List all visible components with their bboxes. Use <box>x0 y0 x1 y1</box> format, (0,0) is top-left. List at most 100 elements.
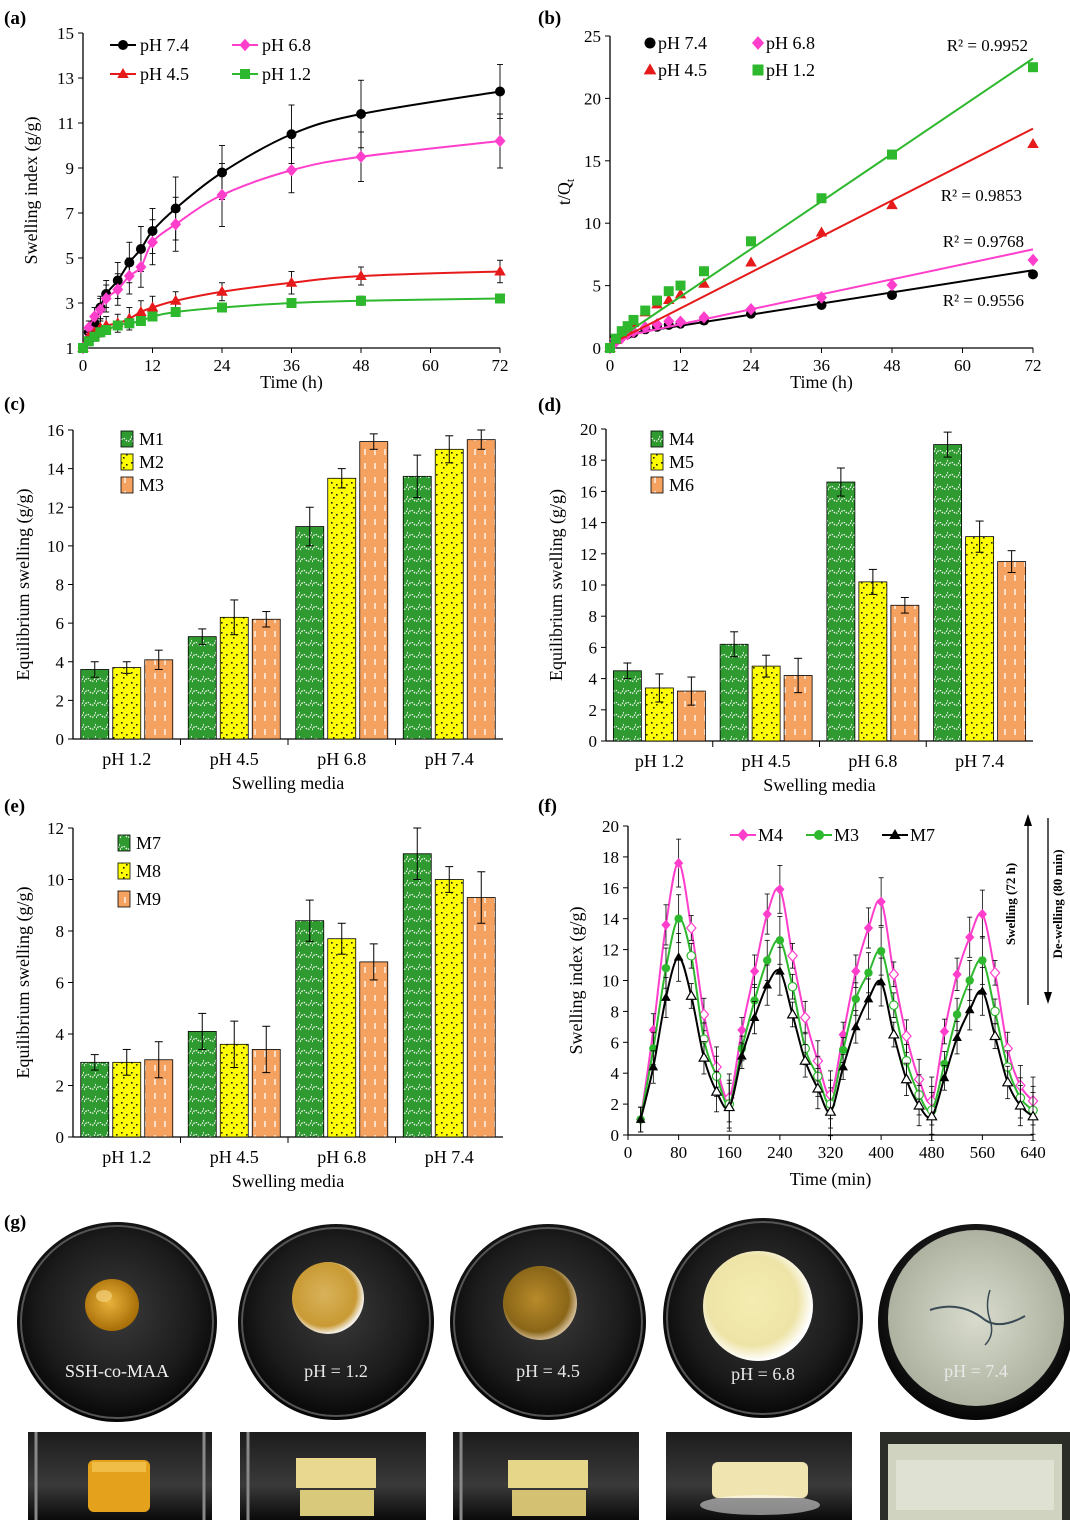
data-point <box>978 956 987 965</box>
y-tick-label: 0 <box>56 730 65 749</box>
category-label: pH 7.4 <box>425 1147 474 1167</box>
data-point <box>851 965 861 977</box>
panel-label: (f) <box>538 796 557 817</box>
y-tick-label: 6 <box>56 974 65 993</box>
legend-label: pH 1.2 <box>766 60 815 80</box>
legend-swatch <box>650 430 664 448</box>
data-point <box>628 314 639 325</box>
legend: M7 M8 M9 <box>117 833 161 909</box>
data-point <box>100 292 112 305</box>
data-point <box>170 218 182 231</box>
data-point <box>286 164 297 177</box>
data-point <box>989 966 1001 979</box>
x-tick-label: 640 <box>1020 1143 1046 1162</box>
bar-m4 <box>826 481 856 742</box>
panel-g-label: (g) <box>4 1212 26 1233</box>
data-point <box>652 295 662 306</box>
y-tick-label: 16 <box>602 879 619 898</box>
data-point <box>977 986 988 995</box>
y-tick-label: 4 <box>589 670 598 689</box>
data-point <box>1001 1076 1014 1087</box>
legend-label: pH 4.5 <box>658 60 707 80</box>
data-point <box>674 857 684 869</box>
data-point <box>101 325 112 335</box>
legend-marker <box>643 63 657 75</box>
photo-label-ph-1-2: pH = 1.2 <box>304 1361 368 1381</box>
x-tick-label: 320 <box>818 1143 844 1162</box>
y-axis-title: Equilibrium swelling (g/g) <box>13 887 34 1079</box>
data-point <box>787 949 798 962</box>
legend-marker <box>752 64 764 76</box>
panel-label: (d) <box>538 395 561 416</box>
series-ph-1-2 <box>78 293 505 353</box>
y-tick-label: 10 <box>47 871 64 890</box>
legend-label: pH 7.4 <box>658 33 707 53</box>
y-tick-label: 4 <box>56 653 65 672</box>
legend-label: M1 <box>139 429 164 449</box>
data-point <box>699 266 709 277</box>
y-tick-label: 15 <box>57 24 74 43</box>
r-squared-label: R² = 0.9768 <box>943 232 1024 251</box>
legend: M1 M2 M3 <box>120 429 164 495</box>
category-label: pH 6.8 <box>848 751 897 771</box>
data-point <box>1028 62 1038 73</box>
data-point <box>89 331 100 342</box>
x-tick-label: 240 <box>767 1143 793 1162</box>
data-point <box>952 969 962 980</box>
panel-g: (g) <box>4 1212 1070 1520</box>
series-ph-1-2: R² = 0.9952 <box>605 36 1038 353</box>
x-axis-title: Time (min) <box>790 1169 872 1190</box>
data-point <box>663 286 674 297</box>
x-tick-label: 0 <box>79 356 88 375</box>
y-tick-label: 18 <box>580 451 597 470</box>
legend-swatch <box>120 453 134 471</box>
bar-m1 <box>80 669 110 740</box>
data-point <box>925 1110 938 1121</box>
photo-label-ssh-co-maa: SSH-co-MAA <box>64 1361 169 1381</box>
y-tick-label: 8 <box>589 607 598 626</box>
y-tick-label: 16 <box>580 482 597 501</box>
data-point <box>89 310 101 323</box>
data-point <box>887 149 897 160</box>
legend-marker <box>117 68 129 78</box>
data-point <box>661 963 671 973</box>
data-point <box>745 303 757 316</box>
data-point <box>356 109 366 119</box>
panel-label: (a) <box>4 8 26 29</box>
data-point <box>888 968 900 981</box>
x-tick-label: 80 <box>670 1143 687 1162</box>
bar-m3 <box>251 618 281 740</box>
x-tick-label: 160 <box>717 1143 743 1162</box>
data-point <box>775 966 785 975</box>
y-tick-label: 8 <box>56 576 65 595</box>
data-point <box>661 919 671 931</box>
data-point <box>622 321 633 332</box>
data-point <box>1027 253 1039 267</box>
data-point <box>762 980 773 989</box>
x-tick-label: 72 <box>1025 356 1042 375</box>
legend-label: M7 <box>136 833 161 853</box>
y-tick-label: 20 <box>580 420 597 439</box>
data-point <box>1027 137 1039 148</box>
x-tick-label: 480 <box>919 1143 945 1162</box>
photo-label-ph-6-8: pH = 6.8 <box>731 1364 795 1384</box>
data-point <box>876 977 886 986</box>
panel-label: (b) <box>538 8 561 29</box>
panel-c: (c) 0 2 4 6 8 10 12 14 16 pH 1.2 pH 4.5 pH 6.8 pH 7.4… <box>4 394 503 793</box>
bar-m7 <box>402 853 432 1138</box>
legend-label: M4 <box>669 429 694 449</box>
y-tick-label: 10 <box>47 537 64 556</box>
y-tick-label: 18 <box>602 848 619 867</box>
data-point <box>838 1061 848 1071</box>
data-point <box>775 936 785 945</box>
series-ph-6-8 <box>77 113 506 355</box>
data-point <box>494 134 506 148</box>
y-tick-label: 6 <box>611 1033 620 1052</box>
y-tick-label: 12 <box>602 941 619 960</box>
x-axis-title: Swelling media <box>763 775 875 795</box>
data-point <box>640 305 651 316</box>
y-tick-label: 4 <box>611 1064 620 1083</box>
data-point <box>686 950 697 961</box>
data-point <box>217 302 227 313</box>
